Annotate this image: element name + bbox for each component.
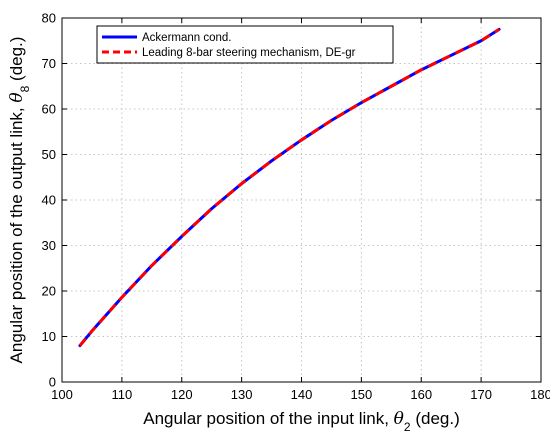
y-axis-label: Angular position of the output link, θ8 …: [7, 37, 32, 364]
y-tick-label: 30: [42, 238, 56, 253]
series-line-ackermann: [78, 27, 501, 348]
grid: [62, 18, 541, 382]
y-tick-label: 20: [42, 284, 56, 299]
y-tick-label: 60: [42, 102, 56, 117]
x-tick-label: 100: [51, 387, 73, 402]
series-line-8-bar: [78, 28, 500, 347]
x-axis-ticks: 100 110 120 130 140 150 160 170 180: [51, 18, 550, 402]
legend-label-ackermann: Ackermann cond.: [142, 32, 232, 44]
x-tick-label: 130: [231, 387, 253, 402]
plot-frame: [61, 17, 542, 383]
x-tick-label: 180: [530, 387, 550, 402]
y-tick-label: 0: [49, 375, 56, 390]
y-tick-label: 10: [42, 329, 56, 344]
y-tick-label: 80: [42, 11, 56, 26]
x-tick-label: 120: [171, 387, 193, 402]
legend-label-8-bar: Leading 8-bar steering mechanism, DE-gr: [142, 47, 356, 59]
y-tick-label: 50: [42, 147, 56, 162]
x-tick-label: 160: [410, 387, 432, 402]
legend: Ackermann cond. Leading 8-bar steering m…: [96, 25, 394, 64]
series-layer: [78, 27, 501, 348]
x-tick-label: 110: [112, 387, 133, 402]
x-axis-label: Angular position of the input link, θ2 (…: [143, 409, 460, 434]
y-tick-label: 70: [42, 56, 56, 71]
y-tick-label: 40: [42, 193, 56, 208]
x-tick-label: 140: [291, 387, 313, 402]
x-tick-label: 150: [351, 387, 373, 402]
legend-box: [96, 25, 394, 64]
x-tick-label: 170: [470, 387, 492, 402]
